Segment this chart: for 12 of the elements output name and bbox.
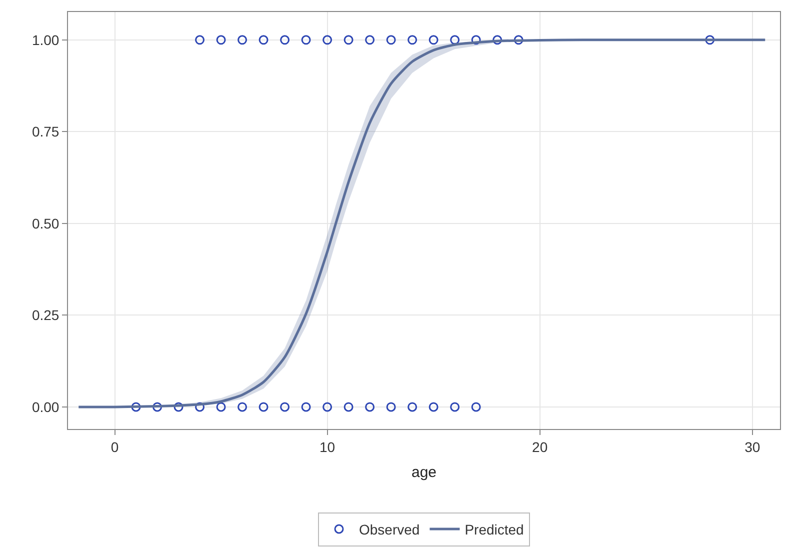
x-tick-label: 30 [744,438,760,455]
y-tick-label: 1.00 [32,32,60,48]
y-tick-label: 0.75 [32,124,60,140]
y-tick-label: 0.25 [32,307,60,324]
legend-label: Observed [359,521,420,538]
x-tick-label: 10 [320,438,336,455]
x-tick-label: 0 [110,438,119,455]
y-tick-label: 0.50 [32,215,60,232]
legend-label: Predicted [464,521,524,538]
x-axis-title: age [411,464,437,481]
y-tick-label: 0.00 [32,398,60,415]
x-tick-label: 20 [532,438,548,455]
